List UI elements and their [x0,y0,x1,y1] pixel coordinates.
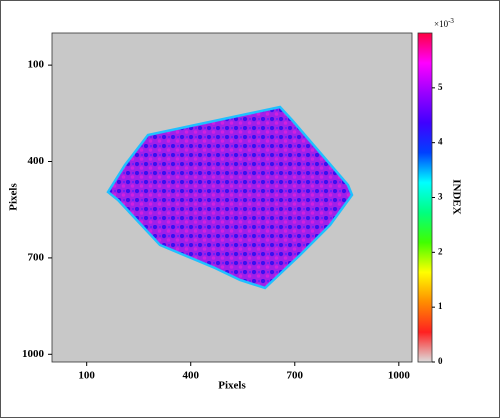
colorbar-tick-label: 5 [438,82,443,92]
x-tick-label: 100 [78,370,95,382]
y-tick-label: 400 [28,155,45,167]
colorbar-tick-label: 0 [438,356,443,366]
colorbar-multiplier: ×10-3 [434,17,454,29]
y-tick-label: 700 [28,251,45,263]
x-tick-label: 700 [287,370,304,382]
colorbar-tick-label: 2 [438,246,443,256]
y-axis-label: Pixels [8,183,20,211]
y-tick-label: 100 [28,59,45,71]
colorbar-tick-label: 3 [438,192,443,202]
x-axis-label: Pixels [218,380,246,392]
y-tick-label: 1000 [22,348,45,360]
colorbar [417,32,433,363]
colorbar-tick-label: 1 [438,301,443,311]
colorbar-tick-label: 4 [438,137,443,147]
multiplier-exponent: -3 [448,17,454,25]
colorbar-label: INDEX [450,179,462,215]
multiplier-base: ×10 [434,19,449,29]
x-tick-label: 400 [182,370,199,382]
image-region [106,105,354,290]
x-tick-label: 1000 [388,370,411,382]
